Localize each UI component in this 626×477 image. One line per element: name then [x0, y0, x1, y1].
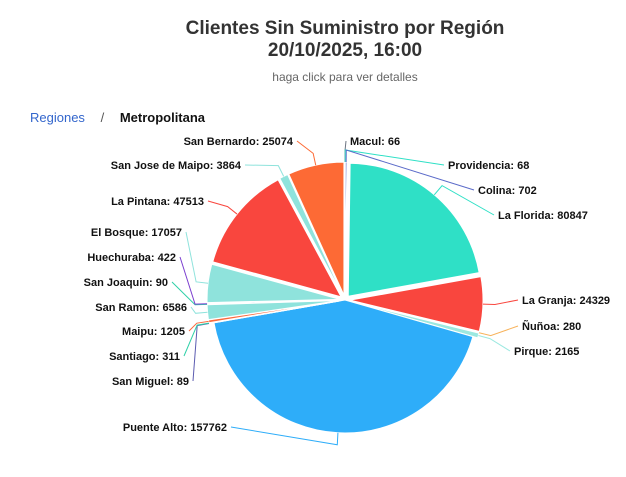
connector-line	[230, 426, 339, 446]
data-label: Puente Alto: 157762	[123, 422, 227, 434]
pie-slice-la-florida[interactable]	[347, 162, 480, 297]
connector-line	[207, 200, 238, 215]
data-label: El Bosque: 17057	[91, 227, 182, 239]
pie-slices	[206, 161, 484, 434]
data-label: San Miguel: 89	[112, 376, 189, 388]
data-label: La Florida: 80847	[498, 210, 588, 222]
data-label: La Granja: 24329	[522, 295, 610, 307]
connector-line	[482, 299, 519, 305]
connector-line	[478, 325, 519, 337]
breadcrumb-regiones-link[interactable]: Regiones	[30, 110, 85, 125]
connector-line	[192, 323, 210, 382]
chart-title: Clientes Sin Suministro por Región 20/10…	[0, 18, 626, 62]
pie-labels: Macul: 66 Providencia: 68 Colina: 702 La Fl…	[84, 136, 610, 446]
data-label: Colina: 702	[478, 185, 537, 197]
data-label: San Ramon: 6586	[95, 302, 187, 314]
breadcrumb-separator: /	[100, 110, 105, 125]
connector-line	[188, 320, 209, 332]
connector-line	[190, 306, 208, 314]
chart-title-line2: 20/10/2025, 16:00	[267, 40, 423, 61]
data-label: Providencia: 68	[448, 160, 529, 172]
pie-slice-el-bosque[interactable]	[206, 263, 341, 304]
breadcrumb: Regiones / Metropolitana	[30, 110, 205, 125]
connector-line	[185, 231, 209, 284]
data-label: Macul: 66	[350, 136, 400, 148]
data-label: San Jose de Maipo: 3864	[111, 160, 242, 172]
connector-line	[296, 140, 317, 166]
connector-line	[433, 184, 495, 216]
data-label: Pirque: 2165	[514, 346, 579, 358]
breadcrumb-current: Metropolitana	[119, 110, 206, 125]
connector-line	[179, 256, 208, 305]
connector-line	[244, 164, 285, 177]
chart-title-line1: Clientes Sin Suministro por Región	[185, 18, 505, 39]
pie-slice-colina[interactable]	[344, 161, 348, 296]
data-label: San Joaquin: 90	[84, 277, 168, 289]
data-label: Santiago: 311	[109, 351, 180, 363]
data-label: San Bernardo: 25074	[184, 136, 294, 148]
data-label: Ñuñoa: 280	[522, 320, 581, 333]
connector-line	[183, 322, 210, 357]
data-label: Maipu: 1205	[122, 326, 185, 338]
connector-line	[171, 281, 208, 306]
connector-line	[344, 149, 445, 166]
data-label: La Pintana: 47513	[111, 196, 204, 208]
chart-subtitle: haga click para ver detalles	[272, 70, 418, 84]
data-label: Huechuraba: 422	[87, 252, 176, 264]
connector-line	[345, 149, 475, 191]
connector-line	[478, 335, 511, 352]
